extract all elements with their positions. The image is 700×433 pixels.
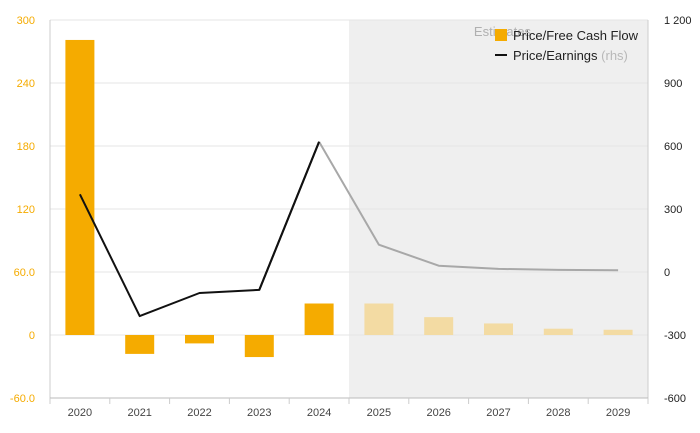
x-tick-label: 2026: [426, 407, 450, 419]
bar-2024: [304, 303, 334, 335]
bar-2028: [543, 328, 573, 335]
legend-label-line: Price/Earnings (rhs): [513, 48, 628, 63]
left-tick-label: 300: [17, 15, 35, 27]
left-tick-label: 0: [29, 330, 35, 342]
right-axis-ticks: 1 200 900 600 300 0 -300 -600: [664, 15, 692, 405]
legend-swatch-bar: [495, 29, 507, 41]
pe-line-estimate: [318, 141, 619, 272]
bar-2020: [65, 39, 95, 335]
bar-2022: [185, 335, 214, 344]
x-tick-label: 2028: [546, 407, 570, 419]
bar-2029: [603, 329, 633, 335]
right-tick-label: -600: [664, 393, 686, 405]
x-tick-label: 2022: [187, 407, 211, 419]
left-tick-label: 240: [17, 78, 35, 90]
right-tick-label: 900: [664, 78, 682, 90]
bar-2026: [424, 317, 454, 335]
x-axis-ticks: 2020 2021 2022 2023 2024 2025 2026 2027 2028 2029: [68, 407, 631, 419]
left-tick-label: -60.0: [10, 393, 35, 405]
x-tick-label: 2024: [307, 407, 331, 419]
bar-2025: [364, 303, 394, 335]
left-tick-label: 120: [17, 204, 35, 216]
x-tick-label: 2025: [367, 407, 391, 419]
bar-2023: [244, 335, 274, 358]
x-tick-label: 2020: [68, 407, 92, 419]
right-tick-label: -300: [664, 330, 686, 342]
x-tick-label: 2029: [606, 407, 630, 419]
bar-2027: [484, 323, 513, 335]
right-tick-label: 1 200: [664, 15, 692, 27]
legend: Price/Free Cash Flow Price/Earnings (rhs…: [495, 28, 639, 63]
x-tick-label: 2023: [247, 407, 271, 419]
x-tick-label: 2021: [127, 407, 151, 419]
left-tick-label: 180: [17, 141, 35, 153]
right-tick-label: 300: [664, 204, 682, 216]
line-series: [79, 141, 619, 318]
left-tick-label: 60.0: [14, 267, 35, 279]
pe-line-peak: [258, 141, 321, 291]
left-axis-ticks: 300 240 180 120 60.0 0 -60.0: [10, 15, 35, 405]
axes: [49, 20, 649, 404]
legend-line-name: Price/Earnings: [513, 48, 598, 63]
bar-2021: [125, 335, 155, 354]
x-tick-label: 2027: [486, 407, 510, 419]
legend-label-bar: Price/Free Cash Flow: [513, 28, 639, 43]
right-tick-label: 600: [664, 141, 682, 153]
legend-rhs-suffix: (rhs): [601, 48, 628, 63]
right-tick-label: 0: [664, 267, 670, 279]
bar-series: [65, 39, 633, 358]
